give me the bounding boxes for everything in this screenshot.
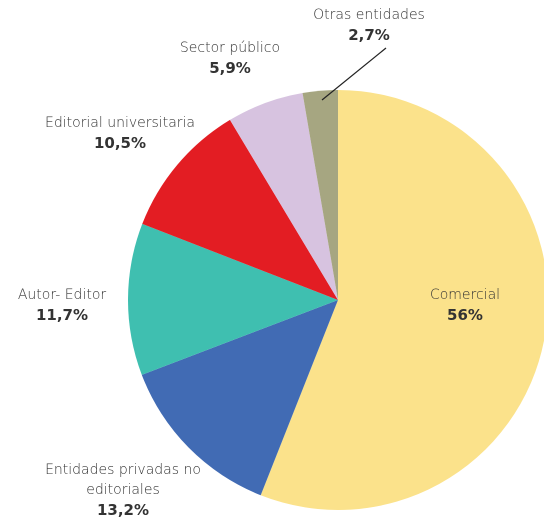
category-name: Autor- Editor [17, 287, 107, 303]
value-label: 56% [447, 306, 483, 324]
slice-label: Otras entidades 2,7% [269, 5, 469, 45]
category-name: Sector público [179, 40, 281, 56]
category-name: Comercial [429, 287, 501, 303]
value-label: 13,2% [96, 501, 150, 519]
slice-label: Autor- Editor 11,7% [0, 285, 162, 325]
category-name: Entidades privadas no editoriales [45, 462, 201, 498]
pie-slice [142, 119, 338, 300]
pie-slice [302, 90, 338, 300]
value-label: 10,5% [93, 134, 147, 152]
pie-slice [141, 300, 338, 496]
value-label: 2,7% [348, 26, 390, 44]
slice-label: Editorial universitaria 10,5% [20, 113, 220, 153]
slice-label: Sector público 5,9% [130, 38, 330, 78]
pie-slice [229, 93, 338, 300]
slice-label: Entidades privadas no editoriales 13,2% [43, 460, 203, 520]
category-name: Otras entidades [313, 7, 425, 23]
slice-label: Comercial 56% [365, 285, 544, 325]
pie-slice [127, 223, 338, 375]
pie-slice [260, 90, 544, 510]
category-name: Editorial universitaria [44, 115, 195, 131]
leader-line [321, 47, 387, 101]
value-label: 5,9% [209, 59, 251, 77]
value-label: 11,7% [35, 306, 89, 324]
